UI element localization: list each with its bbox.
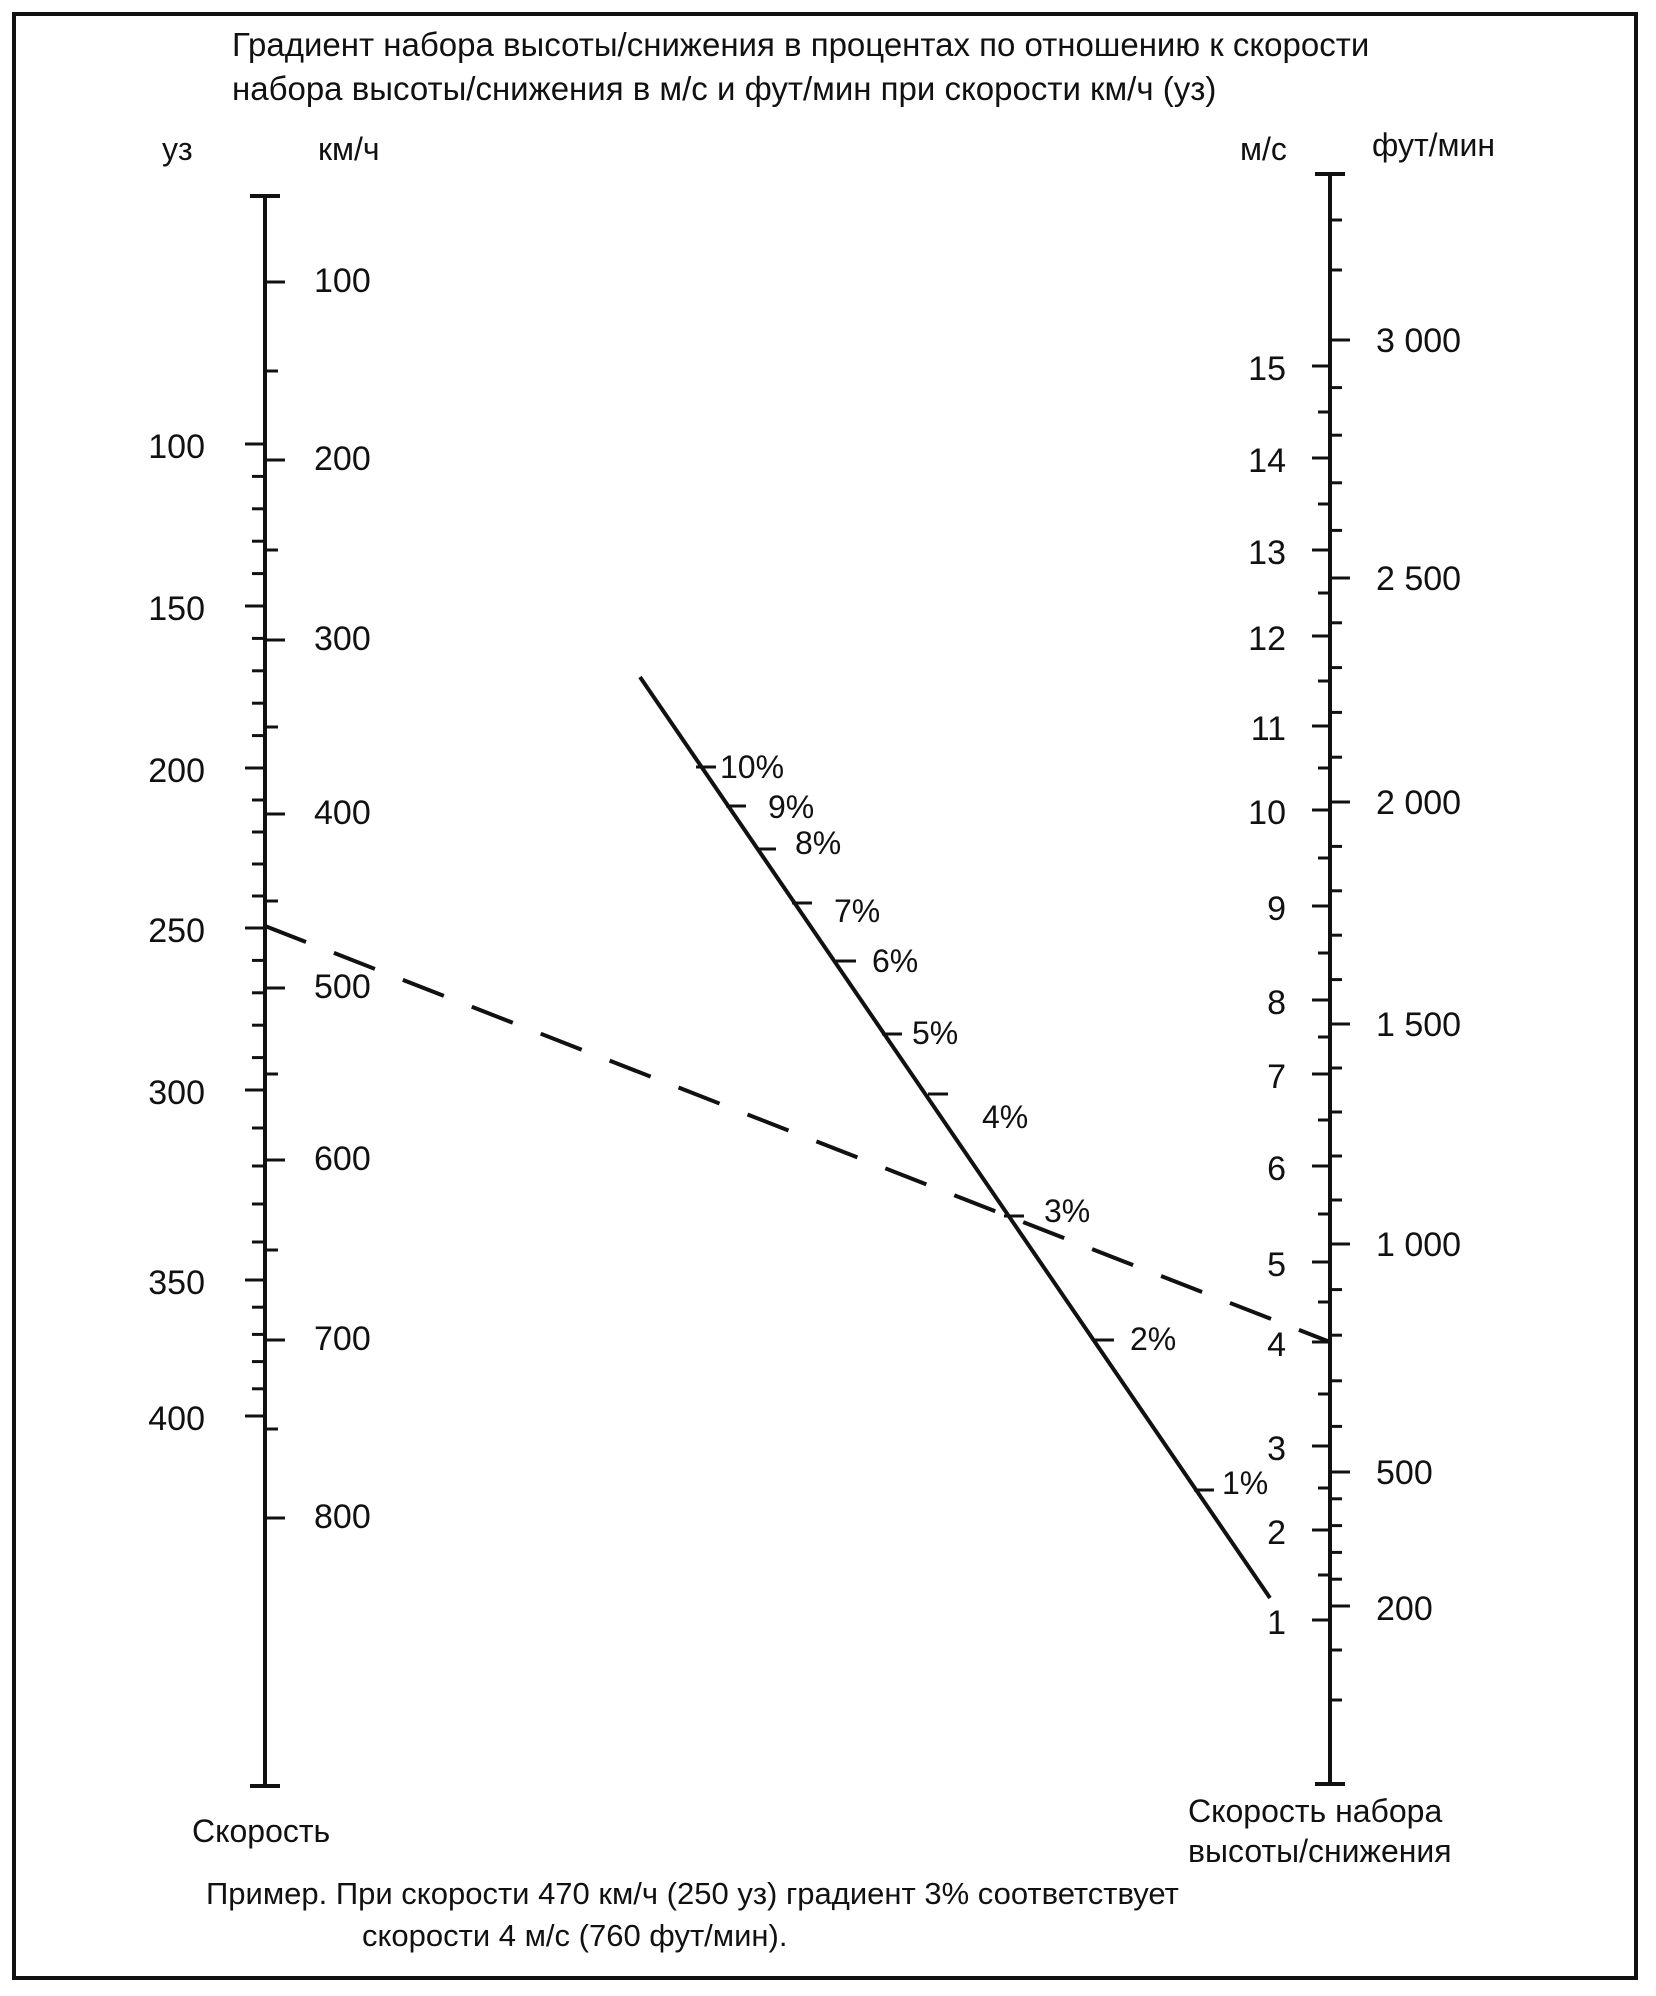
figure-frame [12,12,1638,1980]
ms-label-13: 13 [1248,534,1286,572]
ms-label-5: 5 [1267,1246,1286,1284]
kmh-label-400: 400 [314,794,371,832]
ms-label-1: 1 [1267,1604,1286,1642]
ftmin-label-2000: 2 000 [1376,784,1461,822]
knots-label-300: 300 [148,1074,205,1112]
ms-label-8: 8 [1267,984,1286,1022]
gradient-label-4: 4% [982,1099,1028,1135]
title-line-2: набора высоты/снижения в м/с и фут/мин п… [232,70,1216,107]
gradient-label-8: 8% [795,825,841,861]
ftmin-label-1500: 1 500 [1376,1006,1461,1044]
ms-label-11: 11 [1251,710,1286,748]
gradient-scale-line [638,675,1272,1600]
ms-label-3: 3 [1267,1430,1286,1468]
ms-label-4: 4 [1267,1326,1286,1364]
speed-axis [250,194,280,1788]
ms-label-10: 10 [1248,794,1286,832]
ftmin-label-3000: 3 000 [1376,322,1461,360]
ms-label-7: 7 [1267,1058,1286,1096]
knots-label-100: 100 [148,428,205,466]
kmh-label-300: 300 [314,620,371,658]
kmh-label-500: 500 [314,968,371,1006]
ms-label-14: 14 [1248,442,1286,480]
ms-label-9: 9 [1267,890,1286,928]
example-dashed-line [264,924,1331,1344]
knots-label-200: 200 [148,752,205,790]
kmh-label-800: 800 [314,1498,371,1536]
ms-label-2: 2 [1267,1514,1286,1552]
knots-label-350: 350 [148,1264,205,1302]
ftmin-label-1000: 1 000 [1376,1226,1461,1264]
gradient-label-10: 10% [720,749,784,785]
ftmin-unit-label: фут/мин [1372,127,1495,163]
kmh-label-600: 600 [314,1140,371,1178]
knots-label-400: 400 [148,1400,205,1438]
gradient-label-5: 5% [912,1015,958,1051]
knots-unit-label: уз [162,131,193,167]
ftmin-label-500: 500 [1376,1454,1433,1492]
gradient-label-6: 6% [872,943,918,979]
kmh-unit-label: км/ч [318,131,380,167]
title-line-1: Градиент набора высоты/снижения в процен… [232,26,1369,63]
ftmin-label-200: 200 [1376,1590,1433,1628]
gradient-label-1: 1% [1222,1465,1268,1501]
speed-axis-ticks [245,280,285,1520]
ftmin-label-2500: 2 500 [1376,560,1461,598]
climb-rate-axis-ticks [1312,218,1350,1702]
gradient-label-7: 7% [834,893,880,929]
gradient-label-3: 3% [1044,1193,1090,1229]
ms-label-15: 15 [1248,350,1286,388]
gradient-label-2: 2% [1130,1321,1176,1357]
ms-unit-label: м/с [1240,131,1287,167]
kmh-label-100: 100 [314,262,371,300]
example-note-line-1: Пример. При скорости 470 км/ч (250 уз) г… [206,1876,1179,1911]
ms-label-12: 12 [1248,620,1286,658]
kmh-label-200: 200 [314,440,371,478]
knots-label-150: 150 [148,590,205,628]
ms-label-6: 6 [1267,1150,1286,1188]
climb-rate-caption-line-1: Скорость набора [1188,1793,1442,1829]
gradient-scale-ticks [696,765,1214,1492]
knots-label-250: 250 [148,912,205,950]
climb-rate-caption-line-2: высоты/снижения [1188,1833,1452,1869]
gradient-label-9: 9% [768,789,814,825]
speed-axis-caption: Скорость [192,1813,330,1849]
example-note-line-2: скорости 4 м/с (760 фут/мин). [362,1918,787,1953]
kmh-label-700: 700 [314,1320,371,1358]
